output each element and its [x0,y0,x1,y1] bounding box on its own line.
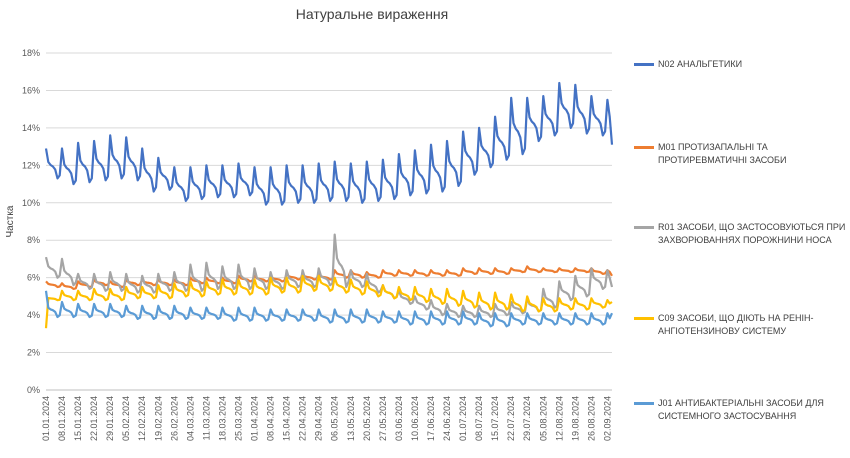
x-tick-label: 19.08.2024 [570,396,580,441]
legend-label: C09 ЗАСОБИ, ЩО ДІЮТЬ НА РЕНІН-АНГІОТЕНЗИ… [658,313,814,336]
x-tick-label: 05.08.2024 [538,396,548,441]
x-tick-label: 08.04.2024 [266,396,276,441]
legend-label: N02 АНАЛЬГЕТИКИ [658,59,743,69]
legend-swatch [634,317,654,320]
chart-legend: N02 АНАЛЬГЕТИКИ M01 ПРОТИЗАПАЛЬНІ ТА ПРОТ… [634,0,850,458]
y-tick-label: 2% [27,348,40,358]
x-tick-label: 01.07.2024 [458,396,468,441]
x-tick-label: 12.02.2024 [137,396,147,441]
x-tick-label: 26.02.2024 [169,396,179,441]
y-axis-title: Частка [5,205,16,237]
x-tick-label: 03.06.2024 [394,396,404,441]
x-tick-label: 01.01.2024 [41,396,51,441]
y-tick-label: 18% [22,48,40,58]
x-tick-label: 15.07.2024 [490,396,500,441]
y-tick-label: 0% [27,385,40,395]
line-chart: 0% 2% 4% 6% 8% 10% 12% 14% 16% 18% 01.01.2024 08.01… [5,48,614,441]
legend-label: J01 АНТИБАКТЕРІАЛЬНІ ЗАСОБИ ДЛЯ СИСТЕМНО… [658,398,824,421]
legend-item: C09 ЗАСОБИ, ЩО ДІЮТЬ НА РЕНІН-АНГІОТЕНЗИ… [634,312,848,338]
x-tick-label: 01.04.2024 [250,396,260,441]
x-tick-label: 10.06.2024 [410,396,420,441]
chart-title: Натуральне вираження [295,6,449,22]
series-line-5 [44,290,614,328]
x-tick-label: 29.07.2024 [522,396,532,441]
x-tick-label: 15.04.2024 [282,396,292,441]
x-tick-label: 08.01.2024 [57,396,67,441]
legend-item: J01 АНТИБАКТЕРІАЛЬНІ ЗАСОБИ ДЛЯ СИСТЕМНО… [634,397,848,423]
x-tick-label: 22.01.2024 [89,396,99,441]
x-tick-label: 25.03.2024 [233,396,243,441]
series-line-4 [44,274,613,329]
x-tick-label: 04.03.2024 [185,396,195,441]
legend-label: M01 ПРОТИЗАПАЛЬНІ ТА ПРОТИРЕВМАТИЧНІ ЗАС… [658,142,787,165]
y-tick-label: 14% [22,123,40,133]
x-tick-label: 12.08.2024 [554,396,564,441]
y-tick-label: 4% [27,310,40,320]
y-tick-label: 6% [27,273,40,283]
legend-swatch [634,146,654,149]
x-tick-label: 22.07.2024 [506,396,516,441]
legend-item: R01 ЗАСОБИ, ЩО ЗАСТОСОВУЮТЬСЯ ПРИ ЗАХВОР… [634,221,848,247]
x-tick-label: 19.02.2024 [153,396,163,441]
legend-swatch [634,63,654,66]
legend-item: N02 АНАЛЬГЕТИКИ [634,58,848,71]
x-tick-label: 02.09.2024 [602,396,612,441]
x-tick-label: 06.05.2024 [330,396,340,441]
x-tick-label: 18.03.2024 [217,396,227,441]
x-tick-label: 20.05.2024 [362,396,372,441]
legend-label: R01 ЗАСОБИ, ЩО ЗАСТОСОВУЮТЬСЯ ПРИ ЗАХВОР… [658,222,846,245]
x-tick-label: 11.03.2024 [201,396,211,440]
series-line-1 [44,81,614,206]
x-tick-label: 05.02.2024 [121,396,131,441]
x-tick-label: 29.01.2024 [105,396,115,441]
x-tick-label: 26.08.2024 [586,396,596,441]
legend-swatch [634,402,654,405]
x-tick-label: 08.07.2024 [474,396,484,441]
x-tick-label: 24.06.2024 [442,396,452,441]
y-tick-label: 8% [27,235,40,245]
legend-item: M01 ПРОТИЗАПАЛЬНІ ТА ПРОТИРЕВМАТИЧНІ ЗАС… [634,141,848,167]
x-tick-label: 27.05.2024 [378,396,388,441]
y-tick-label: 12% [22,160,40,170]
x-tick-label: 22.04.2024 [298,396,308,441]
y-tick-label: 16% [22,85,40,95]
legend-swatch [634,226,654,229]
x-tick-label: 13.05.2024 [346,396,356,441]
x-tick-label: 15.01.2024 [73,396,83,441]
x-tick-label: 17.06.2024 [426,396,436,441]
y-tick-label: 10% [22,198,40,208]
x-tick-label: 29.04.2024 [314,396,324,441]
series-line-3 [44,233,614,319]
